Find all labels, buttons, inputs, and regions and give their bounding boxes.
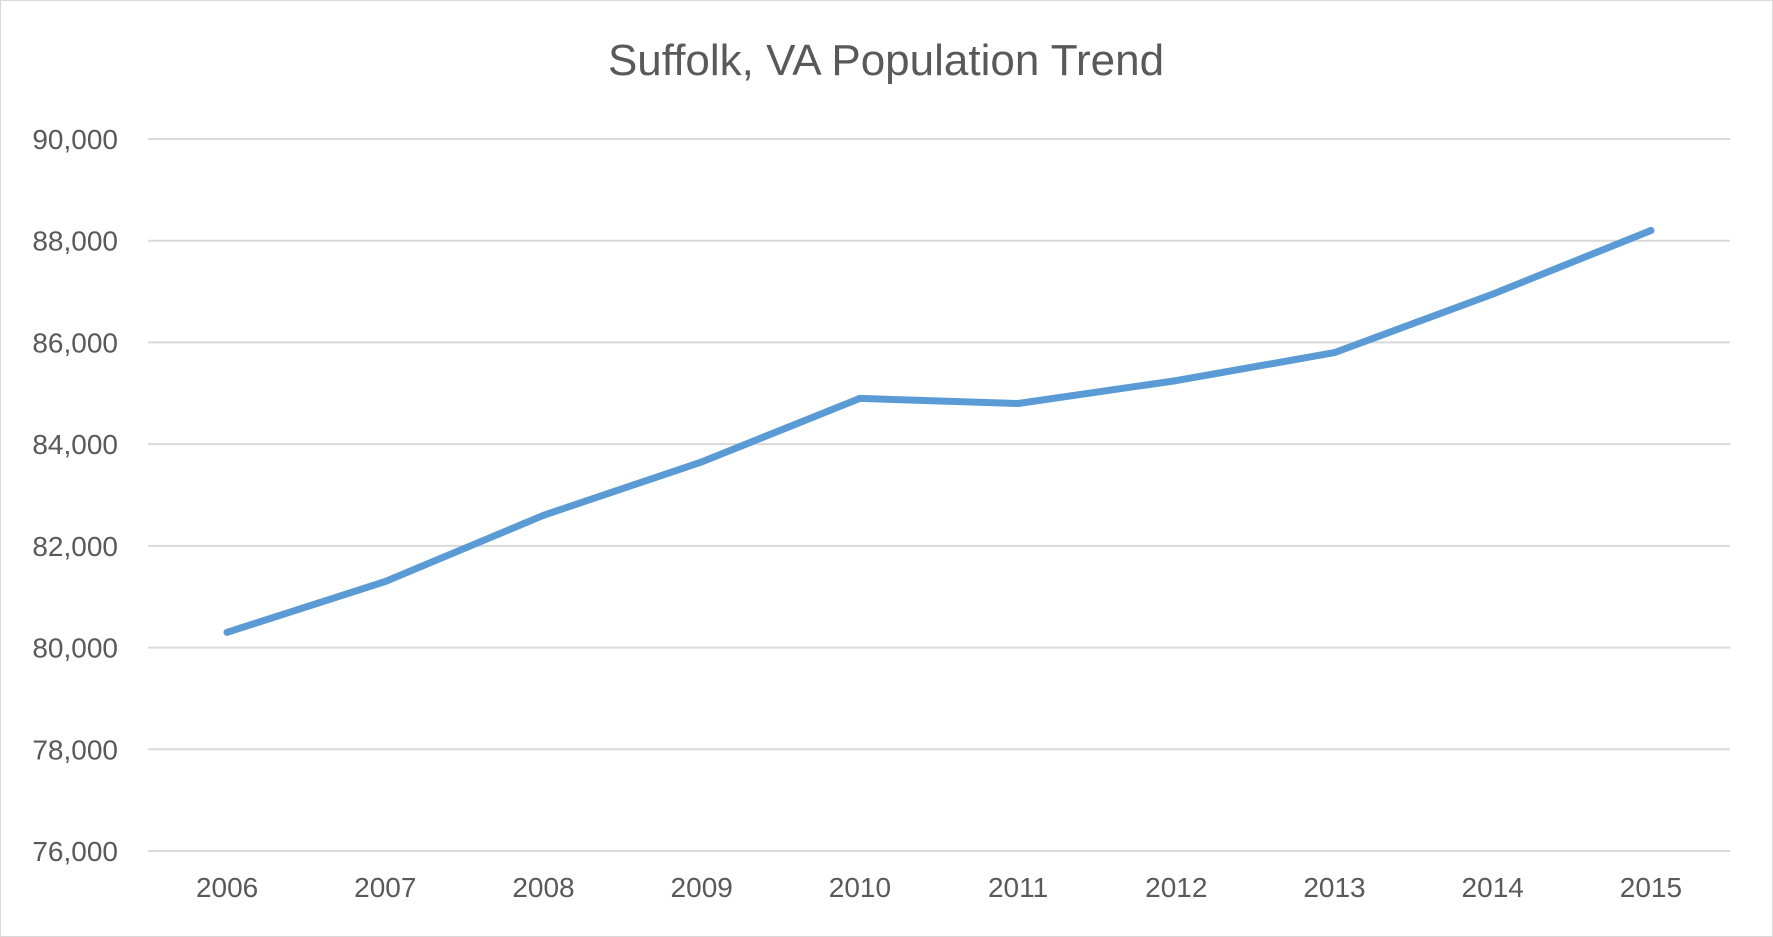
x-tick-label: 2008 xyxy=(512,872,574,903)
x-tick-label: 2009 xyxy=(671,872,733,903)
x-tick-label: 2014 xyxy=(1462,872,1524,903)
x-tick-label: 2013 xyxy=(1303,872,1365,903)
x-tick-label: 2006 xyxy=(196,872,258,903)
y-tick-label: 82,000 xyxy=(32,531,118,562)
y-tick-label: 84,000 xyxy=(32,429,118,460)
data-point xyxy=(698,458,706,466)
data-point xyxy=(381,577,389,585)
x-tick-label: 2011 xyxy=(988,872,1048,903)
data-point xyxy=(540,511,547,519)
y-tick-label: 76,000 xyxy=(32,836,118,867)
chart-title: Suffolk, VA Population Trend xyxy=(608,36,1164,85)
gridlines xyxy=(148,138,1730,852)
series-line xyxy=(223,227,1655,636)
x-tick-label: 2010 xyxy=(829,872,891,903)
data-point xyxy=(1172,377,1180,385)
data-point xyxy=(1331,349,1338,357)
x-tick-label: 2012 xyxy=(1145,872,1207,903)
y-tick-label: 88,000 xyxy=(32,226,118,257)
data-point xyxy=(1014,399,1022,407)
data-point xyxy=(223,628,231,636)
y-tick-label: 78,000 xyxy=(32,734,118,765)
x-tick-label: 2015 xyxy=(1620,872,1682,903)
y-tick-label: 80,000 xyxy=(32,633,118,664)
y-tick-label: 86,000 xyxy=(32,327,118,358)
y-axis: 76,000 78,000 80,000 82,000 84,000 86,000 88,0… xyxy=(32,124,118,867)
x-tick-label: 2007 xyxy=(354,872,416,903)
data-point xyxy=(856,394,864,402)
x-axis: 2006 2007 2008 2009 2010 2011 2012 2013 2014 2015 xyxy=(196,872,1682,903)
data-point xyxy=(1489,290,1497,298)
y-tick-label: 90,000 xyxy=(32,124,118,155)
data-point xyxy=(1647,227,1655,235)
series-group xyxy=(223,227,1655,636)
